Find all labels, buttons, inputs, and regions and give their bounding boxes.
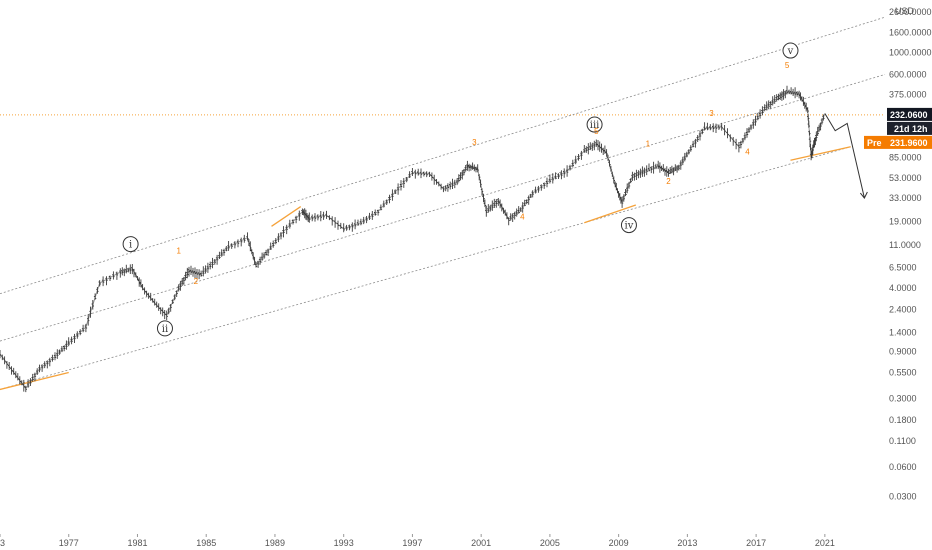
- wave-label-major-3: iv: [625, 221, 634, 232]
- wave-label-minor-7: 3: [472, 138, 477, 147]
- y-tick-label-12: 2.4000: [889, 305, 917, 315]
- x-tick-label-0: 73: [0, 538, 5, 548]
- y-axis-currency: USD: [895, 6, 915, 16]
- wave-label-major-2: iii: [590, 120, 600, 131]
- y-tick-label-10: 6.5000: [889, 262, 917, 272]
- wave-label-minor-8: 4: [520, 212, 525, 221]
- y-tick-label-1: 1600.0000: [889, 28, 932, 38]
- y-tick-label-15: 0.5500: [889, 368, 917, 378]
- projection-arrowhead: [859, 191, 868, 199]
- x-tick-label-4: 1989: [265, 538, 285, 548]
- pre-market-value: 231.9600: [890, 138, 928, 148]
- y-tick-label-13: 1.4000: [889, 328, 917, 338]
- x-tick-label-12: 2021: [815, 538, 835, 548]
- wave-label-circle-1: [156, 320, 173, 337]
- wave-label-minor-13: 4: [745, 147, 750, 156]
- y-tick-label-16: 0.3000: [889, 393, 917, 403]
- pre-market-label: Pre: [867, 138, 882, 148]
- x-tick-label-7: 2001: [471, 538, 491, 548]
- pre-market-badge: [864, 135, 932, 149]
- x-tick-label-2: 1981: [127, 538, 147, 548]
- y-tick-label-19: 0.0600: [889, 462, 917, 472]
- x-tick-label-8: 2005: [540, 538, 560, 548]
- wave-label-minor-10: 1: [646, 140, 651, 149]
- wave-label-minor-11: 2: [666, 177, 671, 186]
- y-tick-label-4: 375.0000: [889, 89, 927, 99]
- last-price-value: 232.0600: [890, 110, 928, 120]
- y-tick-label-9: 11.0000: [889, 240, 921, 250]
- last-price-badge: [887, 107, 932, 121]
- wave-label-minor-12: 3: [709, 109, 714, 118]
- x-tick-label-10: 2013: [677, 538, 697, 548]
- wave-label-circle-3: [620, 217, 637, 234]
- x-tick-label-3: 1985: [196, 538, 216, 548]
- x-tick-label-5: 1993: [334, 538, 354, 548]
- wave-label-circle-2: [586, 116, 603, 133]
- channel-line-lower: [0, 146, 851, 390]
- y-tick-label-17: 0.1800: [889, 415, 917, 425]
- wave-label-major-4: v: [787, 46, 794, 57]
- wave-label-minor-14: 5: [785, 61, 790, 70]
- price-line: [0, 91, 826, 390]
- x-tick-label-11: 2017: [746, 538, 766, 548]
- y-tick-label-7: 33.0000: [889, 193, 922, 203]
- channel-highlight-1: [271, 206, 302, 227]
- wave-label-minor-9: 5: [594, 127, 599, 136]
- y-tick-label-0: 2600.0000: [889, 7, 932, 17]
- x-tick-label-9: 2009: [609, 538, 629, 548]
- channel-highlight-0: [0, 371, 69, 391]
- countdown-badge: [887, 121, 932, 135]
- wave-label-minor-6: 2: [194, 277, 199, 286]
- price-bars: [0, 85, 825, 393]
- wave-label-minor-5: 1: [176, 246, 181, 255]
- y-tick-label-20: 0.0300: [889, 492, 917, 502]
- y-tick-label-11: 4.0000: [889, 283, 917, 293]
- wave-label-major-1: ii: [162, 324, 168, 335]
- projection-path: [824, 113, 865, 199]
- x-tick-label-1: 1977: [59, 538, 79, 548]
- channel-highlight-3: [790, 146, 851, 161]
- y-tick-label-6: 53.0000: [889, 173, 922, 183]
- y-tick-label-2: 1000.0000: [889, 48, 932, 58]
- y-tick-label-5: 85.0000: [889, 153, 922, 163]
- x-tick-label-6: 1997: [402, 538, 422, 548]
- y-tick-label-18: 0.1100: [889, 436, 916, 446]
- countdown-value: 21d 12h: [894, 124, 928, 134]
- y-tick-label-3: 600.0000: [889, 69, 927, 79]
- channel-line-upper: [0, 16, 886, 295]
- y-tick-label-14: 0.9000: [889, 347, 917, 357]
- wave-label-circle-0: [122, 236, 139, 253]
- wave-label-major-0: i: [129, 240, 132, 251]
- channel-highlight-2: [584, 204, 637, 224]
- wave-label-circle-4: [782, 42, 799, 59]
- y-tick-label-8: 19.0000: [889, 217, 922, 227]
